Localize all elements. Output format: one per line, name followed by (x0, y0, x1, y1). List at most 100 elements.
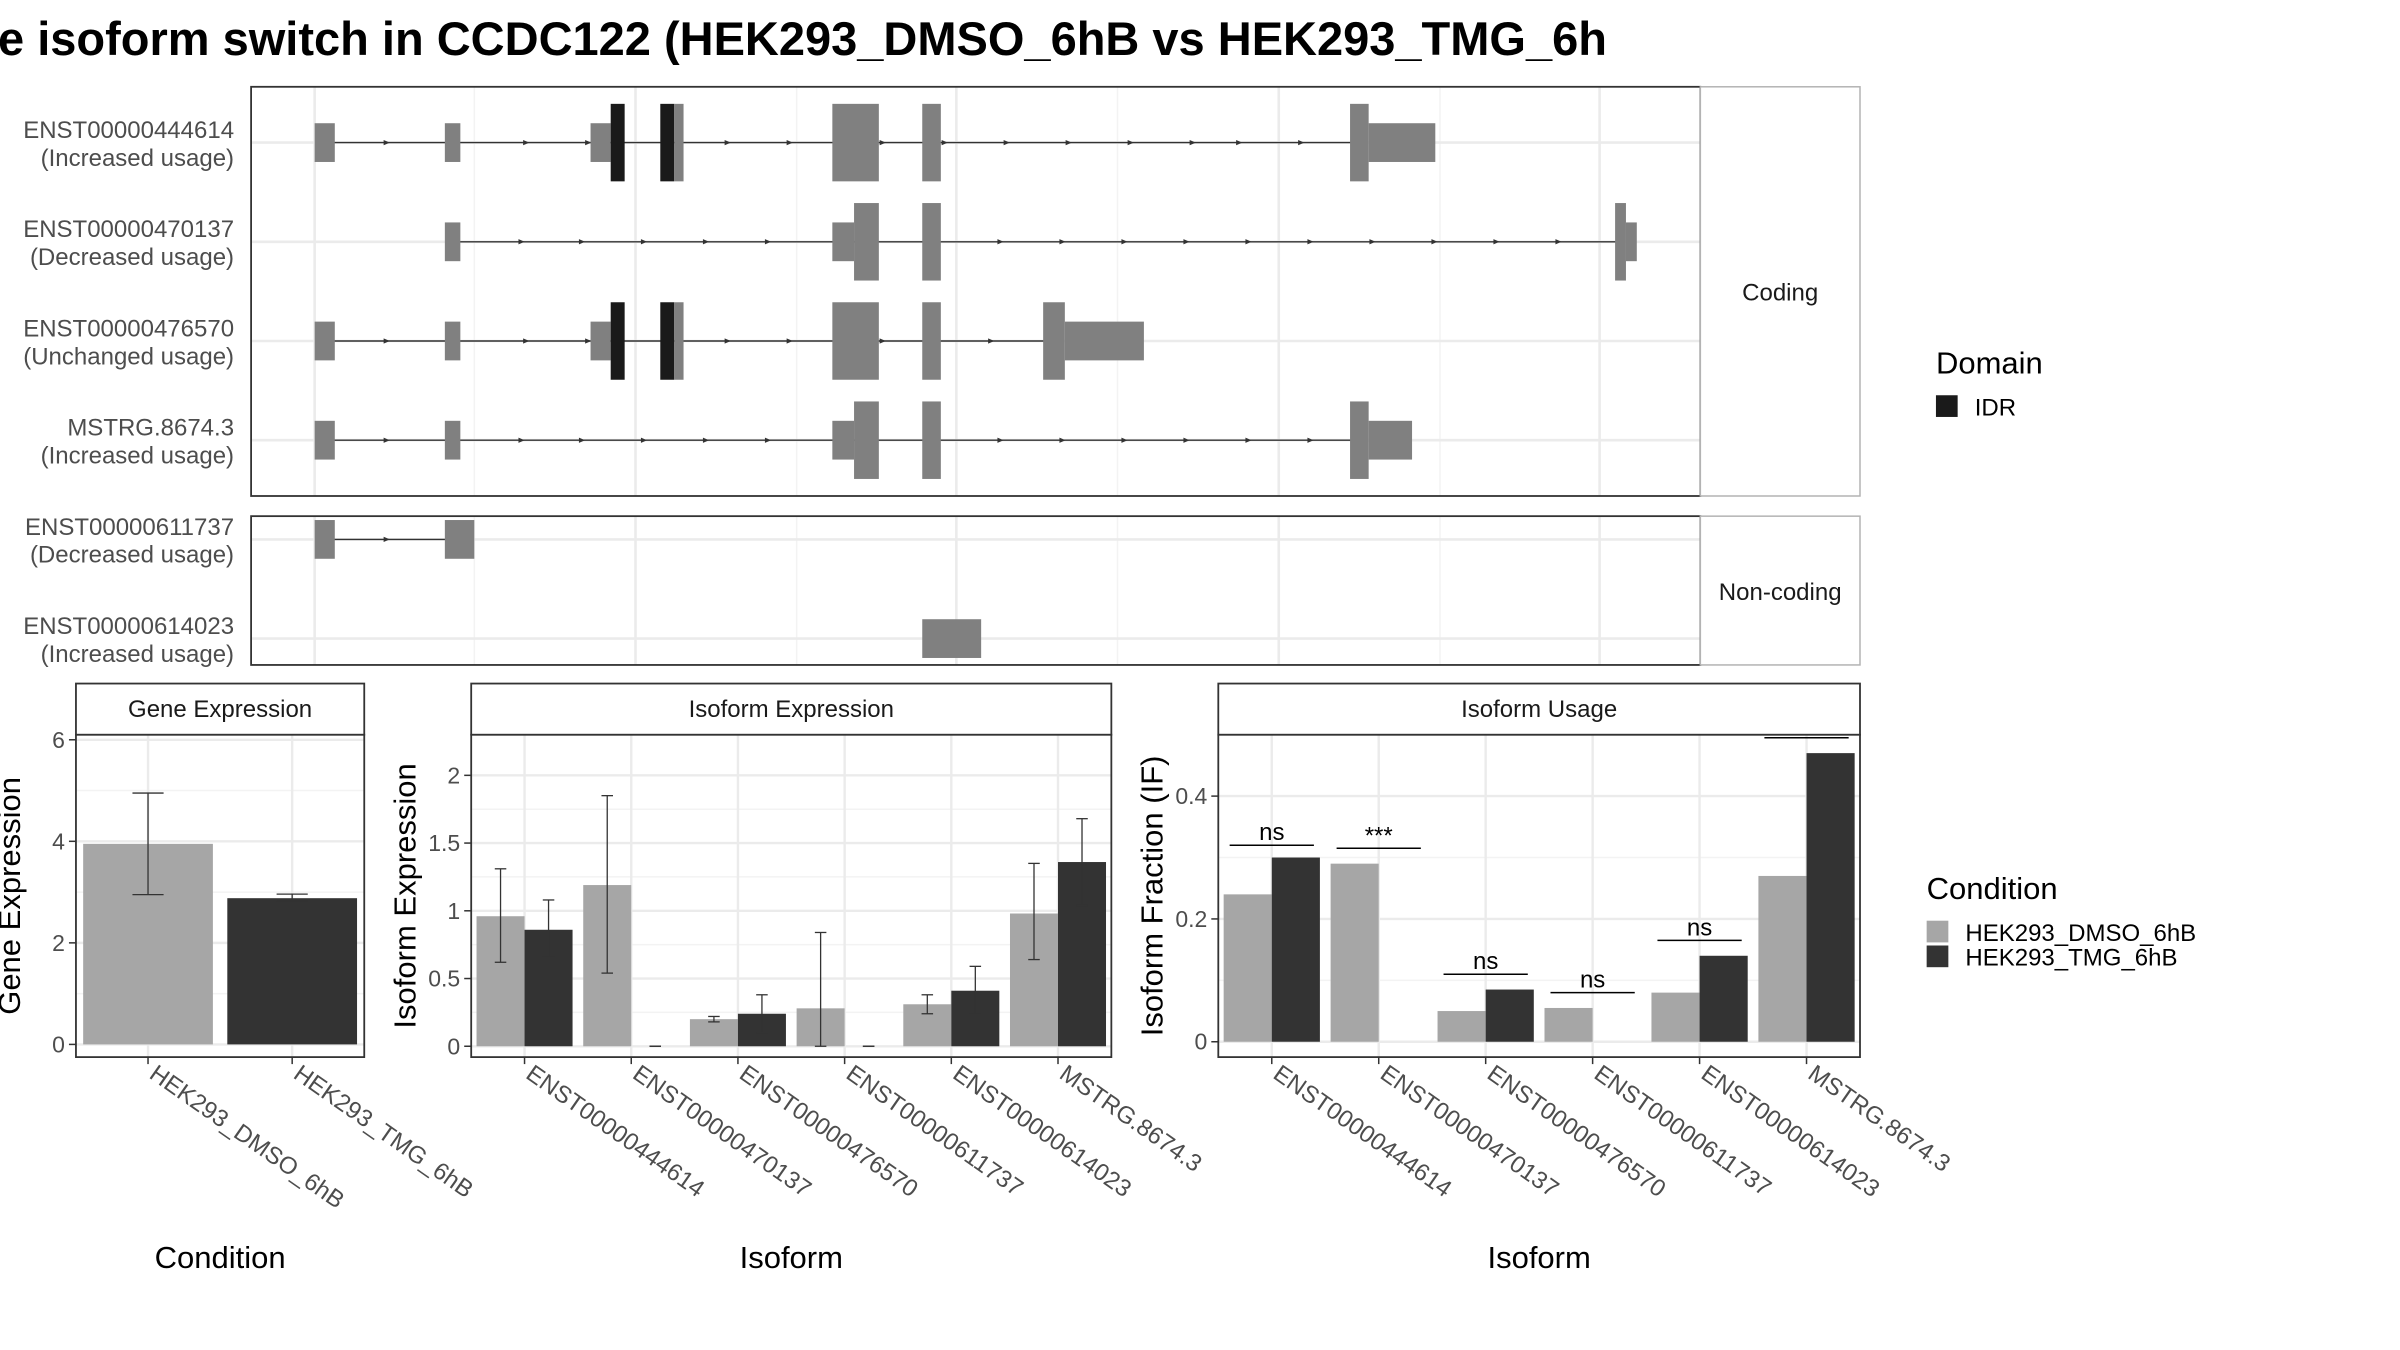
exon-coding (854, 203, 879, 281)
exon-utr (1368, 123, 1436, 162)
exon-utr (832, 420, 855, 460)
bar (1271, 857, 1320, 1042)
exon-utr (922, 619, 982, 658)
transcript-ENST00000611737: ENST00000611737(Decreased usage) (25, 514, 475, 569)
bar (227, 898, 358, 1045)
exon-coding (832, 302, 879, 380)
plot-background (471, 734, 1112, 1058)
figure-title: e isoform switch in CCDC122 (HEK293_DMSO… (0, 12, 1607, 65)
transcript-id-label: ENST00000614023 (23, 613, 234, 640)
legends: Domain IDR Condition HEK293_DMSO_6hBHEK293_… (1926, 346, 2196, 972)
y-tick-label: 0 (447, 1033, 460, 1059)
strand-arrow (640, 239, 648, 245)
transcript-group-non-coding: ENST00000611737(Decreased usage)ENST0000… (23, 514, 1861, 668)
strand-arrow (585, 338, 592, 344)
transcript-group-coding: ENST00000444614(Increased usage)ENST0000… (23, 85, 1861, 497)
strand-arrow (1431, 239, 1438, 245)
strand-arrow (997, 437, 1004, 443)
exon-utr (1064, 321, 1144, 361)
exon-coding (1615, 203, 1626, 281)
exon-utr (314, 321, 335, 361)
exon-coding (922, 203, 941, 281)
strand-arrow (1298, 139, 1305, 146)
exon-coding (674, 103, 684, 182)
exon-utr (1625, 222, 1637, 262)
bar (1758, 875, 1807, 1042)
exon-utr (590, 321, 611, 361)
domain-legend: Domain IDR (1935, 346, 2043, 421)
bar (689, 1019, 738, 1047)
legend-key (1926, 920, 1949, 943)
strand-arrow (1369, 239, 1376, 245)
y-axis-title: Isoform Expression (387, 763, 422, 1028)
facet-strip-label: Coding (1742, 280, 1818, 307)
strand-arrow (764, 437, 772, 443)
strand-arrow (383, 338, 390, 344)
y-axis-title: Gene Expression (0, 777, 27, 1015)
legend-label: HEK293_TMG_6hB (1965, 945, 2177, 972)
strand-arrow (724, 139, 731, 146)
chart-strip (75, 682, 366, 736)
facet-strip-label: Non-coding (1719, 579, 1842, 606)
strand-arrow (578, 437, 586, 443)
transcript-id-label: ENST00000476570 (23, 315, 234, 342)
strand-arrow (1245, 239, 1252, 245)
strand-arrow (764, 239, 772, 245)
x-axis-title: Isoform (1487, 1240, 1590, 1275)
significance-label: *** (1365, 822, 1393, 849)
significance-label: ns (1259, 819, 1284, 846)
x-tick-label: ENST00000444614 (521, 1060, 709, 1203)
strand-arrow (1189, 139, 1196, 146)
legend-title: Condition (1927, 871, 2058, 906)
chart-isoform-usage: ns ENST00000444614 *** ENST00000470137 ns ENS… (1135, 682, 1955, 1275)
exon-coding (922, 401, 941, 479)
exon-idr-domain (610, 302, 625, 380)
y-tick-label: 4 (52, 828, 65, 854)
y-tick-label: 2 (52, 930, 65, 956)
transcript-ENST00000614023: ENST00000614023(Increased usage) (23, 613, 982, 668)
strand-arrow (578, 239, 586, 245)
chart-isoform-expression: ENST00000444614ENST00000470137ENST000004… (387, 682, 1207, 1275)
strand-arrow (1127, 139, 1134, 146)
strand-arrow (383, 536, 390, 543)
x-axis-title: Condition (155, 1240, 286, 1275)
bar (1806, 753, 1855, 1042)
bar (1651, 992, 1700, 1042)
bar (1437, 1011, 1486, 1042)
strand-arrow (1555, 239, 1562, 245)
y-tick-label: 1.5 (428, 830, 460, 856)
exon-coding (674, 302, 684, 380)
y-tick-label: 2 (447, 762, 460, 788)
strand-arrow (941, 139, 948, 146)
transcript-usage-label: (Decreased usage) (30, 244, 234, 271)
strand-arrow (702, 239, 710, 245)
x-tick-label: ENST00000614023 (948, 1060, 1136, 1203)
strand-arrow (988, 338, 995, 344)
y-tick-label: 6 (52, 727, 65, 753)
exon-idr-domain (660, 103, 675, 182)
strand-arrow (997, 239, 1004, 245)
plot-background (1218, 734, 1860, 1058)
exon-coding (922, 302, 941, 380)
legend-title: Domain (1936, 346, 2043, 381)
exon-coding (1350, 401, 1369, 479)
x-axis-title: Isoform (740, 1240, 843, 1275)
chart-strip (1217, 682, 1861, 736)
exon-coding (854, 401, 879, 479)
transcript-id-label: ENST00000611737 (25, 514, 234, 541)
chart-title: Isoform Expression (689, 696, 894, 723)
transcript-MSTRG.8674.3: MSTRG.8674.3(Increased usage) (41, 401, 1413, 479)
transcript-id-label: ENST00000470137 (23, 216, 234, 243)
strand-arrow (383, 139, 390, 146)
transcript-usage-label: (Increased usage) (41, 442, 234, 469)
panel-background (251, 86, 1701, 497)
y-axis-title: Isoform Fraction (IF) (1135, 756, 1170, 1037)
legend-label: IDR (1975, 394, 2016, 421)
strand-arrow (702, 437, 710, 443)
strand-arrow (1493, 239, 1500, 245)
exon-utr (314, 420, 335, 460)
x-tick-label: ENST00000476570 (1482, 1060, 1670, 1203)
